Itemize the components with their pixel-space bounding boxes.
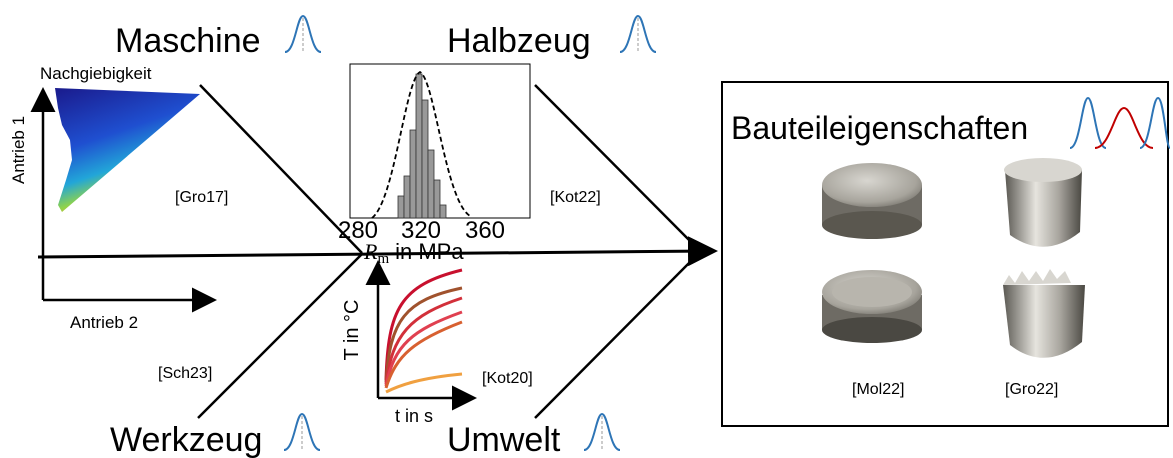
source: [Kot22] — [550, 189, 601, 206]
effect-label: Bauteileigenschaften — [731, 110, 1028, 146]
axis-label: T in °C — [341, 300, 363, 361]
source: [Sch23] — [158, 365, 212, 382]
source: [Mol22] — [852, 381, 904, 398]
fishbone-diagram: Maschine Halbzeug Werkzeug Umwelt Nachgi… — [0, 0, 1173, 458]
unit: in MPa — [395, 239, 464, 264]
cause-label: Umwelt — [447, 421, 561, 458]
environment-plot: T in °C t in s [Kot20] — [341, 265, 533, 426]
cause-label: Maschine — [115, 22, 261, 60]
bone — [198, 254, 362, 418]
axis-label: Antrieb 1 — [9, 116, 28, 184]
tick-label: 360 — [465, 217, 505, 244]
cause-label: Halbzeug — [447, 22, 591, 60]
subscript: m — [377, 251, 389, 267]
axis-label: t in s — [395, 406, 433, 426]
source: [Gro22] — [1005, 381, 1058, 398]
bone — [535, 252, 700, 418]
plot-title: Nachgiebigkeit — [40, 64, 152, 83]
machine-plot: Nachgiebigkeit Antrieb 1 Antrieb 2 [Gro1… — [9, 64, 228, 332]
source: [Kot20] — [482, 370, 533, 387]
symbol: R — [363, 239, 378, 264]
axis-label: Antrieb 2 — [70, 313, 138, 332]
axis-label: Rm in MPa — [363, 239, 464, 267]
page: Maschine Halbzeug Werkzeug Umwelt Nachgi… — [0, 0, 1173, 458]
source: [Gro17] — [175, 189, 228, 206]
bone — [535, 85, 700, 251]
cause-label: Werkzeug — [110, 421, 262, 458]
